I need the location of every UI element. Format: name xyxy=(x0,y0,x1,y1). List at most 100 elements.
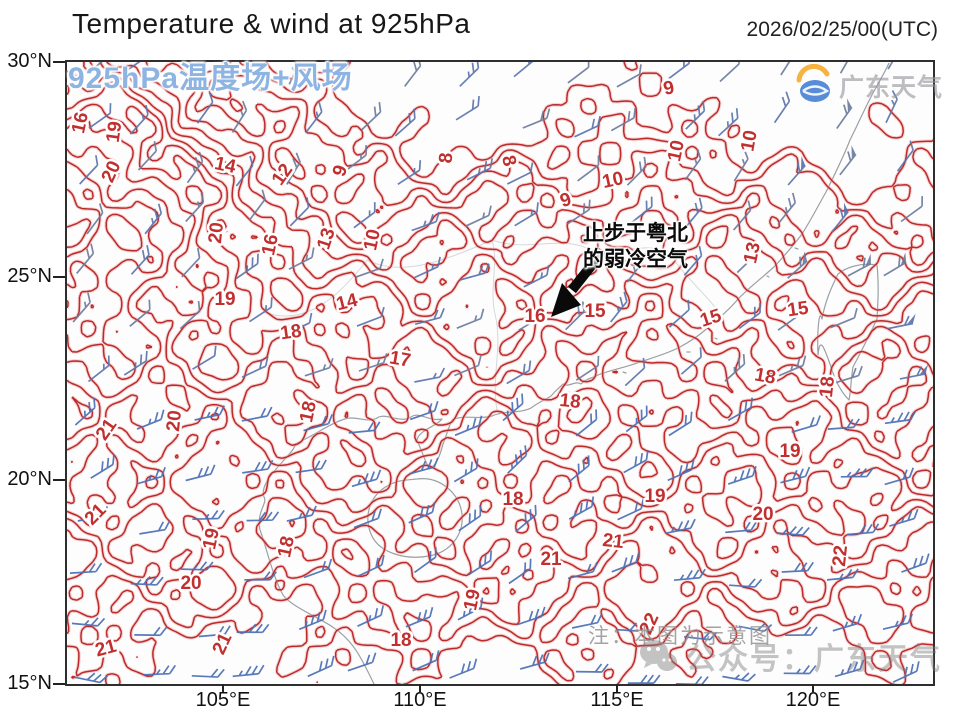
wind-barb-icon xyxy=(71,617,106,627)
contour-label: 18 xyxy=(296,399,321,424)
wind-barb-icon xyxy=(900,196,924,223)
contour-label: 19 xyxy=(199,526,224,551)
wind-barb-icon xyxy=(892,661,920,683)
wind-barb-icon xyxy=(232,664,265,678)
wind-barb-icon xyxy=(466,158,494,181)
wind-barb-icon xyxy=(568,496,595,520)
wind-barb-icon xyxy=(130,576,164,586)
wind-barb-icon xyxy=(139,520,171,535)
lon-tick-mark xyxy=(222,684,224,692)
wind-barb-icon xyxy=(896,140,914,172)
annotation-arrow xyxy=(551,247,607,317)
wind-barb-icon xyxy=(235,253,259,280)
wind-barb-icon xyxy=(414,308,445,326)
wind-barb-icon xyxy=(611,552,640,573)
wind-barb-icon xyxy=(514,202,539,227)
contour-label: 20 xyxy=(205,221,228,244)
wind-barb-icon xyxy=(567,62,590,84)
lon-tick-label: 105°E xyxy=(195,689,251,711)
wind-barb-icon xyxy=(303,558,333,579)
wind-barb-icon xyxy=(357,605,384,627)
wind-barb-icon xyxy=(575,355,600,381)
wind-barb-icon xyxy=(186,151,204,184)
wind-barb-icon xyxy=(285,312,313,336)
wind-barb-icon xyxy=(404,62,422,87)
wind-barb-icon xyxy=(665,518,696,535)
wind-barb-icon xyxy=(773,91,791,124)
wind-barb-icon xyxy=(901,553,930,573)
brand-watermark-text: 广东天气 xyxy=(839,74,944,102)
contour-label: 10 xyxy=(360,227,385,252)
wind-barb-icon xyxy=(722,672,756,682)
wind-barb-icon xyxy=(353,508,382,529)
wind-barb-icon xyxy=(781,561,814,573)
wind-barb-icon xyxy=(780,62,796,76)
wind-barb-icon xyxy=(833,365,863,385)
wind-barb-icon xyxy=(134,626,168,637)
wind-barb-icon xyxy=(136,409,165,430)
wind-barb-icon xyxy=(453,458,479,483)
wind-barb-icon xyxy=(181,247,201,278)
wind-barb-icon xyxy=(458,505,482,532)
wind-barb-icon xyxy=(725,521,758,534)
wind-barb-icon xyxy=(785,626,818,637)
wind-barb-icon xyxy=(827,418,860,430)
wind-barb-icon xyxy=(783,665,817,675)
wind-barb-icon xyxy=(72,292,91,323)
contour-label: 21 xyxy=(540,549,562,570)
wind-barb-icon xyxy=(411,211,440,232)
brand-watermark: 广东天气 xyxy=(793,64,943,108)
wind-barb-icon xyxy=(79,155,99,185)
wind-barb-icon xyxy=(736,244,757,274)
wind-barb-icon xyxy=(630,196,653,224)
wind-barb-icon xyxy=(244,62,260,77)
wind-barb-icon xyxy=(74,397,96,426)
wind-barb-icon xyxy=(464,205,492,228)
wind-barb-icon xyxy=(129,104,149,135)
wind-barb-icon xyxy=(408,502,436,524)
wind-barb-icon xyxy=(348,421,381,434)
wind-barb-icon xyxy=(683,245,703,276)
contour-label: 18 xyxy=(558,390,581,413)
contour-label: 18 xyxy=(274,534,299,559)
wind-barb-icon xyxy=(778,355,807,377)
wind-barb-icon xyxy=(884,410,917,425)
wind-barb-icon xyxy=(123,350,148,376)
lon-tick-label: 120°E xyxy=(785,689,841,711)
wind-barb-icon xyxy=(519,652,550,670)
wind-barb-icon xyxy=(778,192,797,224)
wind-barb-icon xyxy=(667,459,695,482)
wind-barb-icon xyxy=(506,162,534,185)
annotation-line-2: 的弱冷空气 xyxy=(583,248,688,271)
wind-barb-icon xyxy=(729,578,763,588)
wind-barb-icon xyxy=(303,414,333,432)
wind-barb-icon xyxy=(738,302,761,330)
wind-barb-icon xyxy=(571,613,603,629)
wind-barb-icon xyxy=(246,511,280,522)
wind-barb-icon xyxy=(456,308,485,329)
wind-barb-icon xyxy=(414,256,441,279)
page-title: Temperature & wind at 925hPa xyxy=(72,8,471,39)
wind-barb-icon xyxy=(680,347,702,375)
wind-barb-icon xyxy=(522,108,551,129)
wind-barb-icon xyxy=(88,103,112,129)
wind-barb-icon xyxy=(143,664,177,676)
wind-barb-icon xyxy=(144,203,163,235)
account-watermark: 公众号：广东天气 xyxy=(638,634,942,678)
disclaimer-note: 注：本图为示意图 xyxy=(588,625,772,648)
contour-label: 10 xyxy=(737,129,761,153)
wind-barb-icon xyxy=(286,505,317,522)
wind-barb-icon xyxy=(839,62,855,74)
contour-label: 20 xyxy=(163,409,186,432)
wind-barb-icon xyxy=(732,200,752,231)
wind-barb-icon xyxy=(830,307,858,329)
wind-barb-icon xyxy=(566,199,591,225)
wind-barb-icon xyxy=(625,405,648,433)
contour-label: 13 xyxy=(740,240,765,265)
wind-barb-icon xyxy=(358,554,385,577)
wind-barb-icon xyxy=(192,509,225,521)
wind-barb-icon xyxy=(626,156,647,186)
wind-barb-icon xyxy=(791,415,821,434)
wind-barb-icon xyxy=(305,102,323,134)
